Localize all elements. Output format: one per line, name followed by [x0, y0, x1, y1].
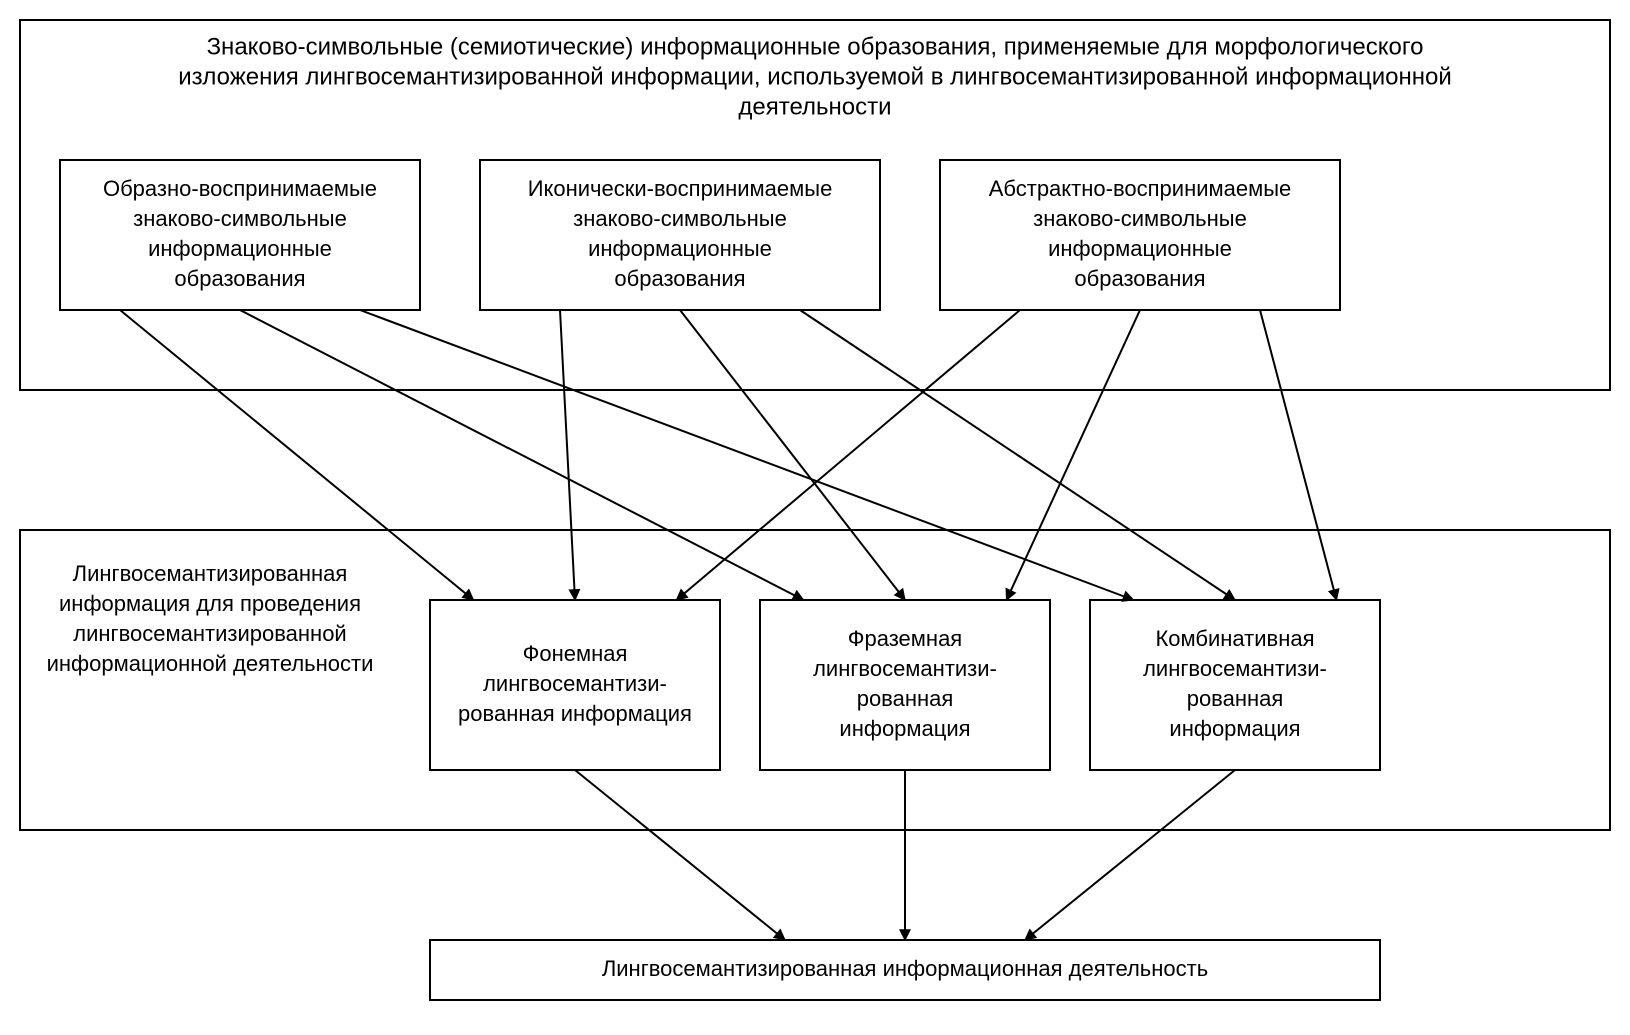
- node-E-label: рованная: [857, 686, 954, 711]
- node-A-label: знаково-символьные: [133, 206, 347, 231]
- edge-D-G: [575, 770, 785, 940]
- node-E-label: лингвосемантизи-: [813, 656, 997, 681]
- node-B-label: информационные: [588, 236, 772, 261]
- edge-A-E: [240, 310, 804, 600]
- node-B-label: знаково-символьные: [573, 206, 787, 231]
- top-container-title: изложения лингвосемантизированной информ…: [178, 63, 1452, 90]
- node-D-label: лингвосемантизи-: [483, 671, 667, 696]
- edge-B-E: [680, 310, 905, 600]
- edge-F-G: [1025, 770, 1235, 940]
- node-F-label: Комбинативная: [1155, 626, 1314, 651]
- top-container-title: деятельности: [738, 93, 891, 120]
- node-C-label: информационные: [1048, 236, 1232, 261]
- node-B-label: Иконически-воспринимаемые: [528, 176, 833, 201]
- node-F-label: рованная: [1187, 686, 1284, 711]
- bottom-container-label: информационной деятельности: [47, 651, 374, 676]
- node-A-label: Образно-воспринимаемые: [103, 176, 377, 201]
- node-C-label: знаково-символьные: [1033, 206, 1247, 231]
- node-F-label: лингвосемантизи-: [1143, 656, 1327, 681]
- node-G-label: Лингвосемантизированная информационная д…: [602, 956, 1208, 981]
- node-D-label: Фонемная: [523, 641, 628, 666]
- top-container-title: Знаково-символьные (семиотические) инфор…: [207, 33, 1424, 60]
- edge-B-D: [560, 310, 575, 600]
- node-E-label: информация: [839, 716, 970, 741]
- node-E-label: Фраземная: [848, 626, 962, 651]
- node-C-label: Абстрактно-воспринимаемые: [989, 176, 1292, 201]
- node-F-label: информация: [1169, 716, 1300, 741]
- bottom-container-label: Лингвосемантизированная: [73, 561, 348, 586]
- node-A-label: образования: [174, 266, 305, 291]
- bottom-container-label: лингвосемантизированной: [73, 621, 346, 646]
- edge-C-D: [677, 310, 1021, 600]
- edge-A-D: [120, 310, 474, 600]
- bottom-container-label: информация для проведения: [59, 591, 361, 616]
- edge-C-E: [1007, 310, 1141, 600]
- edge-C-F: [1260, 310, 1337, 600]
- diagram-canvas: Знаково-символьные (семиотические) инфор…: [0, 0, 1630, 1035]
- node-B-label: образования: [614, 266, 745, 291]
- node-A-label: информационные: [148, 236, 332, 261]
- node-D-label: рованная информация: [458, 701, 692, 726]
- node-C-label: образования: [1074, 266, 1205, 291]
